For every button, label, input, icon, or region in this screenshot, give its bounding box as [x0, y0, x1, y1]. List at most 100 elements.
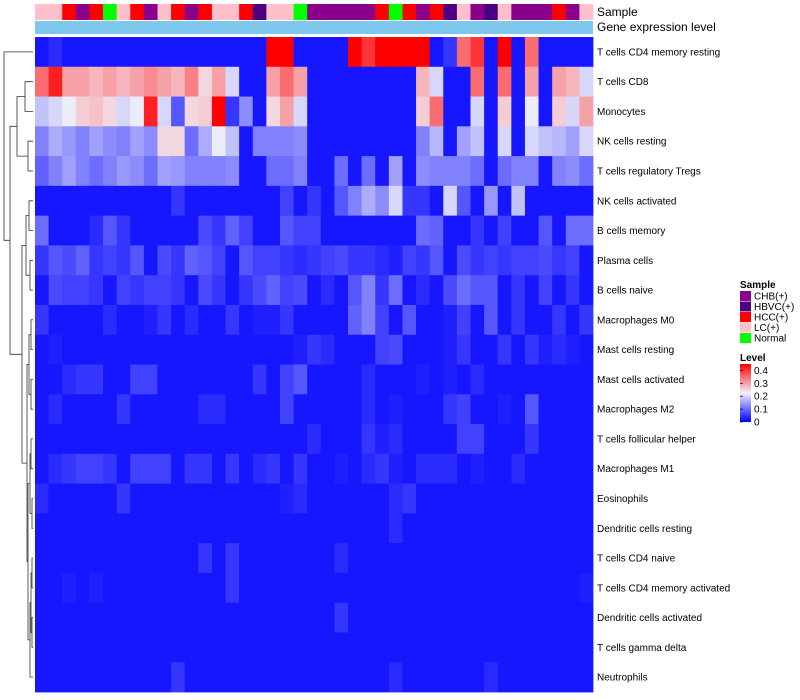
heatmap-cell: [239, 185, 254, 217]
heatmap-cell: [565, 156, 580, 187]
heatmap-cell: [511, 156, 526, 187]
heatmap-cell: [184, 96, 199, 127]
heatmap-cell: [416, 66, 431, 97]
dendrogram-branch: [30, 319, 33, 350]
heatmap-cell: [552, 334, 567, 365]
heatmap-cell: [402, 513, 417, 544]
heatmap-cell: [497, 215, 512, 246]
heatmap-cell: [157, 632, 172, 663]
heatmap-cell: [157, 156, 172, 187]
sample-annotation-cell: [388, 4, 403, 20]
row-label: Eosinophils: [597, 494, 648, 505]
heatmap-cell: [416, 632, 431, 663]
heatmap-cell: [579, 334, 594, 365]
heatmap-cell: [416, 513, 431, 544]
sample-annotation-cell: [538, 4, 553, 20]
heatmap-cell: [511, 513, 526, 544]
row-label: Neutrophils: [597, 673, 648, 684]
heatmap-cell: [416, 543, 431, 574]
heatmap-cell: [130, 424, 145, 455]
heatmap-cell: [538, 453, 553, 484]
heatmap-cell: [266, 334, 281, 365]
heatmap-cell: [279, 394, 294, 425]
heatmap-cell: [388, 572, 403, 604]
heatmap-cell: [484, 662, 499, 693]
heatmap-cell: [320, 185, 335, 217]
heatmap-cell: [48, 156, 63, 187]
heatmap-cell: [375, 453, 390, 484]
heatmap-cell: [35, 632, 50, 663]
heatmap-cell: [116, 304, 131, 336]
row-label: B cells naive: [597, 286, 654, 297]
heatmap-cell: [348, 245, 363, 276]
heatmap-cell: [334, 37, 349, 68]
heatmap-cell: [524, 602, 539, 633]
heatmap-cell: [538, 602, 553, 633]
heatmap-cell: [171, 37, 186, 68]
heatmap-cell: [334, 185, 349, 217]
heatmap-cell: [429, 66, 444, 97]
heatmap-cell: [171, 632, 186, 663]
heatmap-cell: [579, 424, 594, 455]
heatmap-cell: [538, 424, 553, 455]
dendrogram-branch: [27, 140, 33, 172]
heatmap-cell: [470, 126, 485, 157]
heatmap-cell: [89, 275, 104, 306]
heatmap-cell: [198, 66, 213, 97]
heatmap-cell: [361, 245, 376, 276]
column-annotations: [35, 4, 594, 34]
heatmap-cell: [103, 483, 118, 514]
heatmap-cell: [266, 394, 281, 425]
heatmap-cell: [184, 156, 199, 187]
dendrogram-branch: [21, 245, 27, 464]
heatmap-cell: [429, 334, 444, 365]
heatmap-cell: [225, 483, 240, 514]
heatmap-cell: [416, 126, 431, 157]
heatmap-cell: [416, 602, 431, 633]
heatmap-cell: [416, 37, 431, 68]
heatmap-cell: [184, 215, 199, 246]
heatmap-cell: [239, 215, 254, 246]
heatmap-cell: [402, 215, 417, 246]
heatmap-cell: [538, 66, 553, 97]
heatmap-cell: [171, 126, 186, 157]
heatmap-cell: [89, 215, 104, 246]
heatmap-cell: [35, 543, 50, 574]
heatmap-cell: [239, 245, 254, 276]
heatmap-cell: [552, 543, 567, 574]
heatmap-cell: [307, 96, 322, 127]
heatmap-cell: [239, 572, 254, 604]
heatmap-cell: [103, 37, 118, 68]
heatmap-cell: [157, 662, 172, 693]
sample-annotation-cell: [565, 4, 580, 20]
heatmap-cell: [307, 185, 322, 217]
heatmap-cell: [157, 602, 172, 633]
heatmap-cell: [48, 96, 63, 127]
heatmap-cell: [75, 126, 90, 157]
heatmap-cell: [307, 662, 322, 693]
heatmap-cell: [511, 602, 526, 633]
heatmap-cell: [293, 126, 308, 157]
heatmap-cell: [497, 602, 512, 633]
row-label: B cells memory: [597, 226, 665, 237]
heatmap-cell: [48, 334, 63, 365]
sample-legend: Sample CHB(+)HBVC(+)HCC(+)LC(+)Normal: [740, 280, 794, 345]
heatmap-cell: [143, 424, 158, 455]
heatmap-cell: [239, 632, 254, 663]
heatmap-cell: [293, 66, 308, 97]
dendrogram-branch: [30, 379, 33, 410]
heatmap-cell: [48, 364, 63, 395]
heatmap-cell: [279, 66, 294, 97]
heatmap-cell: [130, 572, 145, 604]
heatmap-cell: [198, 245, 213, 276]
heatmap-cell: [443, 245, 458, 276]
heatmap-cell: [279, 275, 294, 306]
heatmap-cell: [524, 453, 539, 484]
heatmap-cell: [320, 632, 335, 663]
heatmap-cell: [552, 304, 567, 336]
heatmap-cell: [143, 364, 158, 395]
heatmap-cell: [484, 304, 499, 336]
heatmap-cell: [62, 275, 77, 306]
heatmap-cell: [225, 96, 240, 127]
